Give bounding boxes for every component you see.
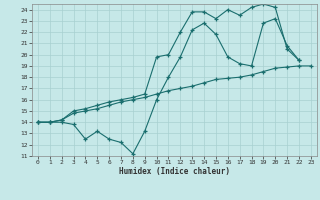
X-axis label: Humidex (Indice chaleur): Humidex (Indice chaleur) — [119, 167, 230, 176]
